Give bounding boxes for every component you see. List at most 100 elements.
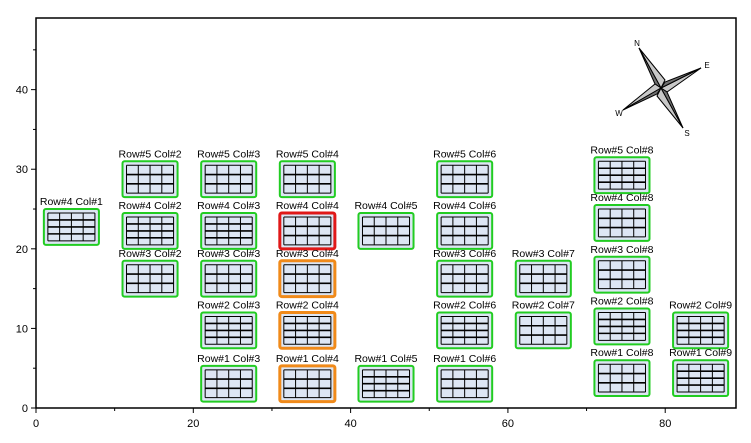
well-row-4-col-6[interactable]: Row#4 Col#6 — [433, 200, 496, 250]
well-row-4-col-4[interactable]: Row#4 Col#4 — [276, 200, 339, 251]
x-tick-label: 0 — [33, 418, 39, 430]
compass-rose-icon: N E S W — [615, 39, 709, 138]
well-border — [593, 359, 651, 398]
well-label: Row#4 Col#3 — [197, 200, 260, 212]
well-label: Row#1 Col#3 — [197, 353, 260, 365]
well-row-3-col-4[interactable]: Row#3 Col#4 — [276, 248, 339, 299]
well-border — [593, 307, 651, 346]
well-border — [357, 364, 415, 403]
well-row-2-col-6[interactable]: Row#2 Col#6 — [433, 299, 496, 350]
y-tick-label: 20 — [16, 244, 28, 256]
well-row-1-col-4[interactable]: Row#1 Col#4 — [276, 353, 339, 404]
well-label: Row#4 Col#1 — [40, 196, 103, 208]
well-border — [514, 311, 572, 350]
well-border — [200, 212, 258, 250]
well-row-3-col-6[interactable]: Row#3 Col#6 — [433, 248, 496, 298]
well-label: Row#3 Col#8 — [590, 244, 653, 256]
well-row-5-col-2[interactable]: Row#5 Col#2 — [119, 148, 182, 199]
well-label: Row#2 Col#4 — [276, 299, 339, 311]
well-border — [42, 208, 100, 246]
well-label: Row#1 Col#8 — [590, 347, 653, 359]
well-row-3-col-2[interactable]: Row#3 Col#2 — [119, 248, 182, 298]
well-border — [357, 212, 415, 250]
well-label: Row#3 Col#6 — [433, 248, 496, 260]
well-label: Row#2 Col#7 — [512, 299, 575, 311]
well-border — [200, 364, 258, 403]
well-row-5-col-3[interactable]: Row#5 Col#3 — [197, 148, 260, 199]
well-label: Row#5 Col#8 — [590, 144, 653, 156]
y-tick-label: 30 — [16, 164, 28, 176]
well-row-5-col-8[interactable]: Row#5 Col#8 — [590, 144, 654, 195]
x-tick-label: 20 — [187, 418, 199, 430]
well-label: Row#3 Col#2 — [119, 248, 182, 260]
well-row-2-col-9[interactable]: Row#2 Col#9 — [669, 299, 732, 350]
well-border — [593, 255, 651, 294]
well-border — [200, 160, 258, 199]
well-border — [278, 211, 337, 251]
well-border — [121, 212, 179, 250]
well-row-4-col-3[interactable]: Row#4 Col#3 — [197, 200, 260, 250]
well-label: Row#2 Col#3 — [197, 299, 260, 311]
well-row-2-col-7[interactable]: Row#2 Col#7 — [512, 299, 575, 350]
well-border — [593, 156, 651, 195]
well-label: Row#4 Col#6 — [433, 200, 496, 212]
well-label: Row#3 Col#7 — [512, 248, 575, 260]
well-row-3-col-8[interactable]: Row#3 Col#8 — [590, 244, 654, 294]
well-border — [593, 204, 651, 242]
well-row-1-col-9[interactable]: Row#1 Col#9 — [669, 347, 732, 398]
well-border — [121, 160, 179, 199]
well-row-1-col-3[interactable]: Row#1 Col#3 — [197, 353, 260, 403]
well-label: Row#5 Col#2 — [119, 148, 182, 160]
well-label: Row#1 Col#5 — [354, 353, 417, 365]
well-label: Row#5 Col#6 — [433, 148, 496, 160]
well-row-4-col-5[interactable]: Row#4 Col#5 — [354, 200, 418, 250]
well-label: Row#1 Col#6 — [433, 353, 496, 365]
y-tick-label: 10 — [16, 323, 28, 335]
wells-layer[interactable]: Row#4 Col#1 Row#5 Col#2 Row#4 Col#2 Row#3 C… — [40, 144, 732, 404]
well-row-4-col-8[interactable]: Row#4 Col#8 — [590, 192, 654, 242]
compass-s-label: S — [684, 129, 689, 138]
well-row-5-col-6[interactable]: Row#5 Col#6 — [433, 148, 496, 199]
axes: 0 20 40 60 80 0 10 20 30 40 — [16, 49, 671, 430]
well-border — [200, 259, 258, 298]
well-label: Row#2 Col#8 — [590, 296, 653, 308]
well-label: Row#5 Col#4 — [276, 148, 339, 160]
well-border — [278, 160, 336, 199]
well-row-3-col-3[interactable]: Row#3 Col#3 — [197, 248, 260, 298]
well-row-4-col-1[interactable]: Row#4 Col#1 — [40, 196, 103, 246]
well-label: Row#1 Col#4 — [276, 353, 339, 365]
x-tick-label: 80 — [659, 418, 671, 430]
well-border — [436, 259, 494, 298]
well-border — [436, 364, 494, 403]
well-label: Row#5 Col#3 — [197, 148, 260, 160]
y-tick-label: 40 — [16, 85, 28, 97]
well-label: Row#2 Col#9 — [669, 299, 732, 311]
well-label: Row#3 Col#4 — [276, 248, 339, 260]
well-border — [436, 311, 494, 350]
well-border — [436, 212, 494, 250]
well-border — [200, 311, 258, 350]
compass-e-label: E — [704, 61, 709, 70]
well-border — [672, 311, 730, 350]
well-label: Row#4 Col#2 — [119, 200, 182, 212]
well-border — [436, 160, 494, 199]
well-row-3-col-7[interactable]: Row#3 Col#7 — [512, 248, 575, 298]
well-row-5-col-4[interactable]: Row#5 Col#4 — [276, 148, 339, 199]
y-tick-label: 0 — [22, 403, 28, 415]
compass-w-label: W — [615, 109, 623, 118]
well-row-1-col-5[interactable]: Row#1 Col#5 — [354, 353, 418, 403]
well-row-1-col-6[interactable]: Row#1 Col#6 — [433, 353, 496, 403]
well-label: Row#4 Col#5 — [354, 200, 417, 212]
well-row-2-col-3[interactable]: Row#2 Col#3 — [197, 299, 260, 350]
well-label: Row#1 Col#9 — [669, 347, 732, 359]
well-row-1-col-8[interactable]: Row#1 Col#8 — [590, 347, 654, 398]
well-label: Row#2 Col#6 — [433, 299, 496, 311]
well-row-4-col-2[interactable]: Row#4 Col#2 — [119, 200, 182, 250]
well-border — [672, 359, 730, 398]
well-label: Row#4 Col#4 — [276, 200, 339, 212]
well-row-2-col-4[interactable]: Row#2 Col#4 — [276, 299, 339, 350]
well-row-2-col-8[interactable]: Row#2 Col#8 — [590, 296, 654, 346]
well-border — [121, 259, 179, 298]
